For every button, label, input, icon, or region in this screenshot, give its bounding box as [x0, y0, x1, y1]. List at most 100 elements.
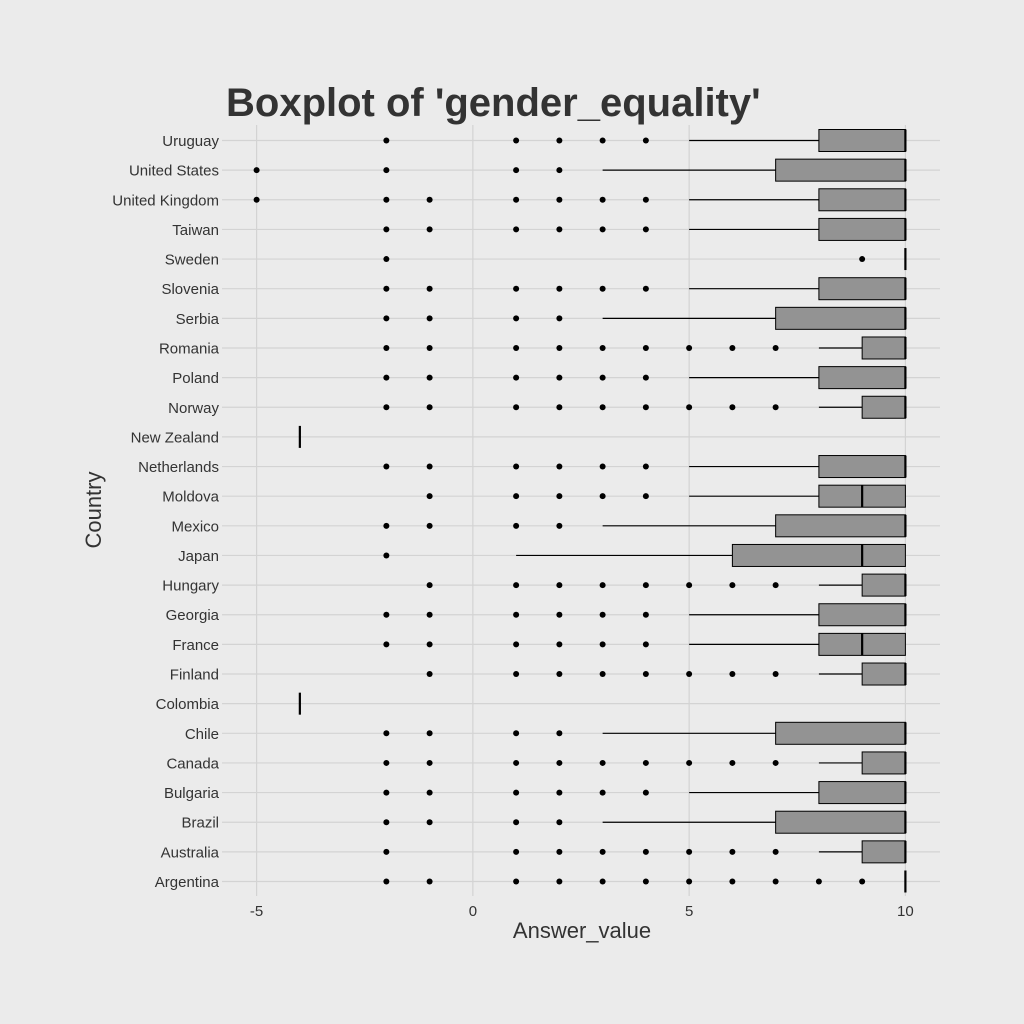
- outlier-point: [729, 671, 736, 678]
- x-tick-label: -5: [250, 903, 263, 920]
- outlier-point: [599, 463, 606, 470]
- box: [775, 158, 906, 182]
- box: [861, 336, 906, 360]
- outlier-point: [642, 137, 649, 144]
- outlier-point: [599, 404, 606, 411]
- y-tick-label: Bulgaria: [164, 785, 220, 802]
- outlier-point: [513, 878, 520, 885]
- outlier-point: [859, 878, 866, 885]
- outlier-point: [729, 404, 736, 411]
- outlier-point: [383, 315, 390, 322]
- outlier-point: [383, 552, 390, 559]
- country-box: [253, 188, 907, 212]
- country-box: [383, 395, 907, 419]
- outlier-point: [513, 819, 520, 826]
- outlier-point: [513, 404, 520, 411]
- outlier-point: [599, 226, 606, 233]
- outlier-point: [642, 196, 649, 203]
- box: [818, 603, 906, 627]
- outlier-point: [383, 848, 390, 855]
- outlier-point: [642, 848, 649, 855]
- outlier-point: [642, 671, 649, 678]
- outlier-point: [772, 344, 779, 351]
- y-tick-label: Georgia: [166, 607, 220, 624]
- outlier-point: [556, 374, 563, 381]
- outlier-point: [383, 878, 390, 885]
- outlier-point: [599, 611, 606, 618]
- outlier-point: [513, 167, 520, 174]
- y-axis-title: Country: [81, 471, 106, 548]
- country-box: [383, 366, 907, 390]
- country-box: [253, 158, 907, 182]
- outlier-point: [729, 848, 736, 855]
- country-box: [383, 336, 907, 360]
- outlier-point: [426, 878, 433, 885]
- y-tick-label: Netherlands: [138, 459, 219, 476]
- y-tick-label: Canada: [166, 755, 219, 772]
- box: [861, 662, 906, 686]
- outlier-point: [599, 344, 606, 351]
- country-box: [383, 603, 907, 627]
- country-box: [383, 632, 906, 656]
- outlier-point: [513, 226, 520, 233]
- outlier-point: [513, 137, 520, 144]
- outlier-point: [383, 285, 390, 292]
- outlier-point: [513, 463, 520, 470]
- outlier-point: [556, 522, 563, 529]
- outlier-point: [426, 641, 433, 648]
- box: [731, 543, 906, 567]
- outlier-point: [383, 789, 390, 796]
- outlier-point: [513, 730, 520, 737]
- outlier-point: [556, 641, 563, 648]
- outlier-point: [513, 759, 520, 766]
- outlier-point: [513, 641, 520, 648]
- outlier-point: [426, 759, 433, 766]
- outlier-point: [599, 493, 606, 500]
- outlier-point: [556, 848, 563, 855]
- outlier-point: [599, 196, 606, 203]
- box: [861, 395, 906, 419]
- y-tick-label: Brazil: [181, 815, 219, 832]
- outlier-point: [253, 196, 260, 203]
- outlier-point: [599, 285, 606, 292]
- outlier-point: [556, 878, 563, 885]
- box: [818, 129, 906, 152]
- outlier-point: [599, 582, 606, 589]
- y-tick-label: Mexico: [171, 518, 219, 535]
- country-box: [383, 543, 906, 567]
- outlier-point: [383, 463, 390, 470]
- y-tick-label: Romania: [159, 340, 220, 357]
- outlier-point: [556, 582, 563, 589]
- y-tick-label: New Zealand: [131, 429, 219, 446]
- y-tick-label: Finland: [170, 667, 219, 684]
- outlier-point: [599, 671, 606, 678]
- outlier-point: [642, 611, 649, 618]
- country-box: [383, 751, 907, 775]
- country-box: [383, 781, 907, 805]
- outlier-point: [556, 137, 563, 144]
- y-tick-label: Sweden: [165, 252, 219, 269]
- outlier-point: [686, 848, 693, 855]
- country-box: [383, 455, 907, 479]
- outlier-point: [686, 404, 693, 411]
- outlier-point: [859, 256, 866, 263]
- outlier-point: [426, 226, 433, 233]
- country-box: [383, 217, 907, 241]
- outlier-point: [513, 522, 520, 529]
- outlier-point: [426, 196, 433, 203]
- tick-label-layer: -5 0 5 10 Uruguay United States United Kingdom…: [112, 133, 913, 920]
- outlier-point: [686, 878, 693, 885]
- outlier-point: [556, 611, 563, 618]
- country-box: [383, 277, 907, 301]
- box: [861, 751, 906, 775]
- outlier-point: [383, 374, 390, 381]
- y-tick-label: Uruguay: [162, 133, 219, 150]
- box: [818, 217, 906, 241]
- outlier-point: [426, 730, 433, 737]
- chart-title: Boxplot of 'gender_equality': [226, 81, 761, 125]
- outlier-point: [426, 522, 433, 529]
- box: [775, 810, 906, 834]
- y-tick-label: Japan: [178, 548, 219, 565]
- outlier-point: [599, 878, 606, 885]
- outlier-point: [556, 404, 563, 411]
